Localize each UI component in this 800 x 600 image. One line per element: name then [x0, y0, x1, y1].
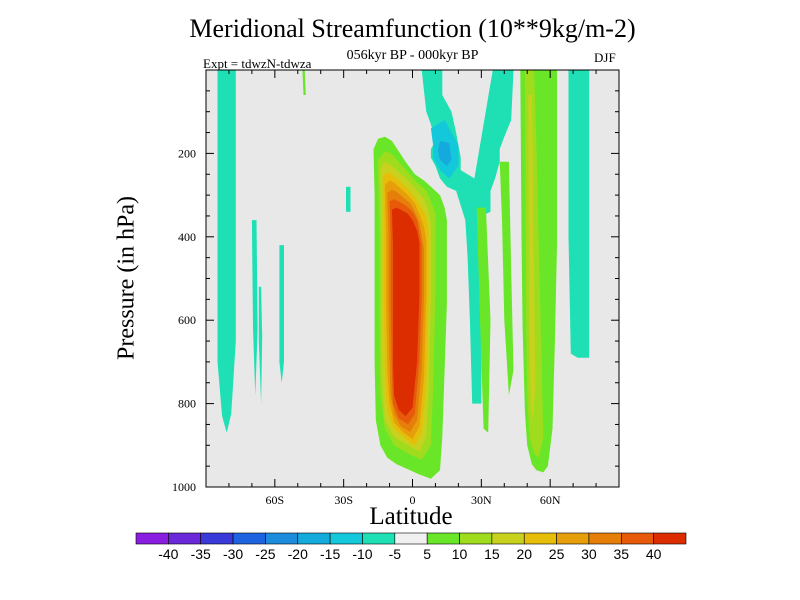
colorbar-label: 15: [484, 546, 500, 562]
x-tick-label: 60S: [265, 493, 284, 507]
y-tick-label: 800: [178, 397, 196, 411]
colorbar-box: [135, 532, 169, 545]
negative-columns-southern-4: [346, 186, 351, 212]
negative-columns-southern-3: [279, 245, 284, 383]
colorbar-box: [523, 532, 557, 545]
season-note: DJF: [594, 50, 616, 65]
colorbar-label: -20: [288, 546, 308, 562]
negative-columns-southern-2: [258, 286, 263, 404]
colorbar-box: [265, 532, 299, 545]
colorbar-label: 30: [581, 546, 597, 562]
negative-column-northern-0: [568, 70, 590, 358]
colorbar-box: [620, 532, 654, 545]
colorbar-box: [200, 532, 234, 545]
colorbar-label: -30: [223, 546, 243, 562]
colorbar-label: 40: [646, 546, 662, 562]
positive-column-small-0: [302, 70, 306, 95]
colorbar-box: [394, 532, 428, 545]
colorbar-label: -35: [191, 546, 211, 562]
colorbar-box: [653, 532, 687, 545]
colorbar-box: [297, 532, 331, 545]
contour-regions: [217, 70, 590, 479]
colorbar: -40 -35 -30 -25 -20 -15 -10 -5 5 10 15 20 25 30 35 40: [135, 532, 687, 562]
y-tick-label: 1000: [172, 480, 196, 494]
chart-subtitle: 056kyr BP - 000kyr BP: [346, 48, 479, 63]
positive-column-northern-2-0: [528, 95, 536, 421]
x-axis-label: Latitude: [369, 503, 453, 530]
colorbar-label: 20: [516, 546, 532, 562]
colorbar-box: [426, 532, 460, 545]
colorbar-box: [232, 532, 266, 545]
x-tick-label: 30N: [471, 493, 492, 507]
y-tick-label: 600: [178, 313, 196, 327]
colorbar-label: -15: [320, 546, 340, 562]
colorbar-box: [362, 532, 396, 545]
positive-column-small-1: [476, 207, 491, 433]
positive-column-small-2: [499, 161, 514, 396]
colorbar-box: [588, 532, 622, 545]
x-tick-label: 30S: [334, 493, 353, 507]
negative-columns-southern-1: [251, 220, 258, 396]
colorbar-box: [329, 532, 363, 545]
colorbar-box: [491, 532, 525, 545]
colorbar-label: -25: [255, 546, 275, 562]
colorbar-label: 10: [452, 546, 468, 562]
colorbar-label: -5: [389, 546, 402, 562]
y-tick-label: 200: [178, 146, 196, 160]
colorbar-box: [556, 532, 590, 545]
x-tick-label: 0: [410, 493, 416, 507]
negative-upper-core-inner-0: [437, 140, 452, 166]
chart-title: Meridional Streamfunction (10**9kg/m-2): [189, 14, 636, 43]
colorbar-label: -40: [158, 546, 178, 562]
colorbar-label: 35: [614, 546, 630, 562]
axis-ticks: 60S 30S 0 30N 60N 200 400 600 800 1000: [172, 70, 619, 507]
colorbar-box: [459, 532, 493, 545]
experiment-note: Expt = tdwzN-tdwza: [203, 56, 312, 71]
colorbar-label: -10: [352, 546, 372, 562]
colorbar-box: [168, 532, 202, 545]
negative-columns-southern-0: [217, 70, 236, 433]
y-tick-label: 400: [178, 230, 196, 244]
x-tick-label: 60N: [540, 493, 561, 507]
positive-hadley-core-0: [391, 207, 420, 417]
colorbar-label: 5: [423, 546, 431, 562]
colorbar-label: 25: [549, 546, 565, 562]
